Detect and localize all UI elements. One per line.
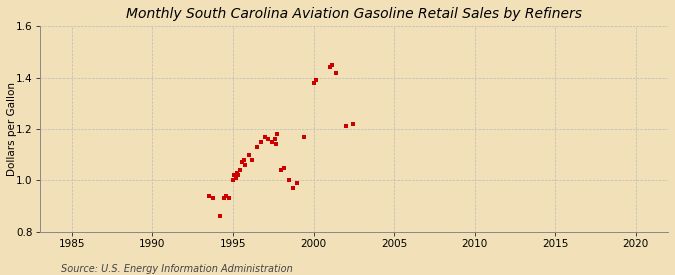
Point (272, 132, 283, 136)
Point (292, 181, 303, 185)
Point (203, 194, 214, 198)
Y-axis label: Dollars per Gallon: Dollars per Gallon (7, 82, 17, 176)
Point (232, 170, 242, 175)
Point (223, 196, 234, 201)
Point (284, 178, 295, 183)
Point (260, 134, 271, 139)
Text: Source: U.S. Energy Information Administration: Source: U.S. Energy Information Administ… (61, 264, 292, 274)
Point (269, 137, 280, 142)
Point (340, 124, 351, 129)
Point (288, 186, 299, 190)
Point (267, 140, 277, 144)
Point (276, 168, 287, 172)
Point (271, 142, 281, 147)
Point (240, 163, 250, 167)
Point (347, 122, 358, 126)
Point (230, 176, 241, 180)
Point (331, 70, 342, 75)
Point (311, 78, 322, 82)
Point (308, 81, 319, 85)
Point (238, 158, 249, 162)
Point (327, 63, 338, 67)
Point (218, 196, 229, 201)
Point (229, 173, 240, 178)
Title: Monthly South Carolina Aviation Gasoline Retail Sales by Refiners: Monthly South Carolina Aviation Gasoline… (126, 7, 582, 21)
Point (252, 145, 263, 149)
Point (263, 137, 273, 142)
Point (237, 160, 248, 165)
Point (299, 134, 310, 139)
Point (244, 153, 254, 157)
Point (207, 196, 218, 201)
Point (221, 194, 232, 198)
Point (234, 168, 245, 172)
Point (324, 65, 335, 70)
Point (214, 214, 225, 219)
Point (279, 166, 290, 170)
Point (246, 158, 257, 162)
Point (233, 173, 244, 178)
Point (227, 178, 238, 183)
Point (256, 140, 267, 144)
